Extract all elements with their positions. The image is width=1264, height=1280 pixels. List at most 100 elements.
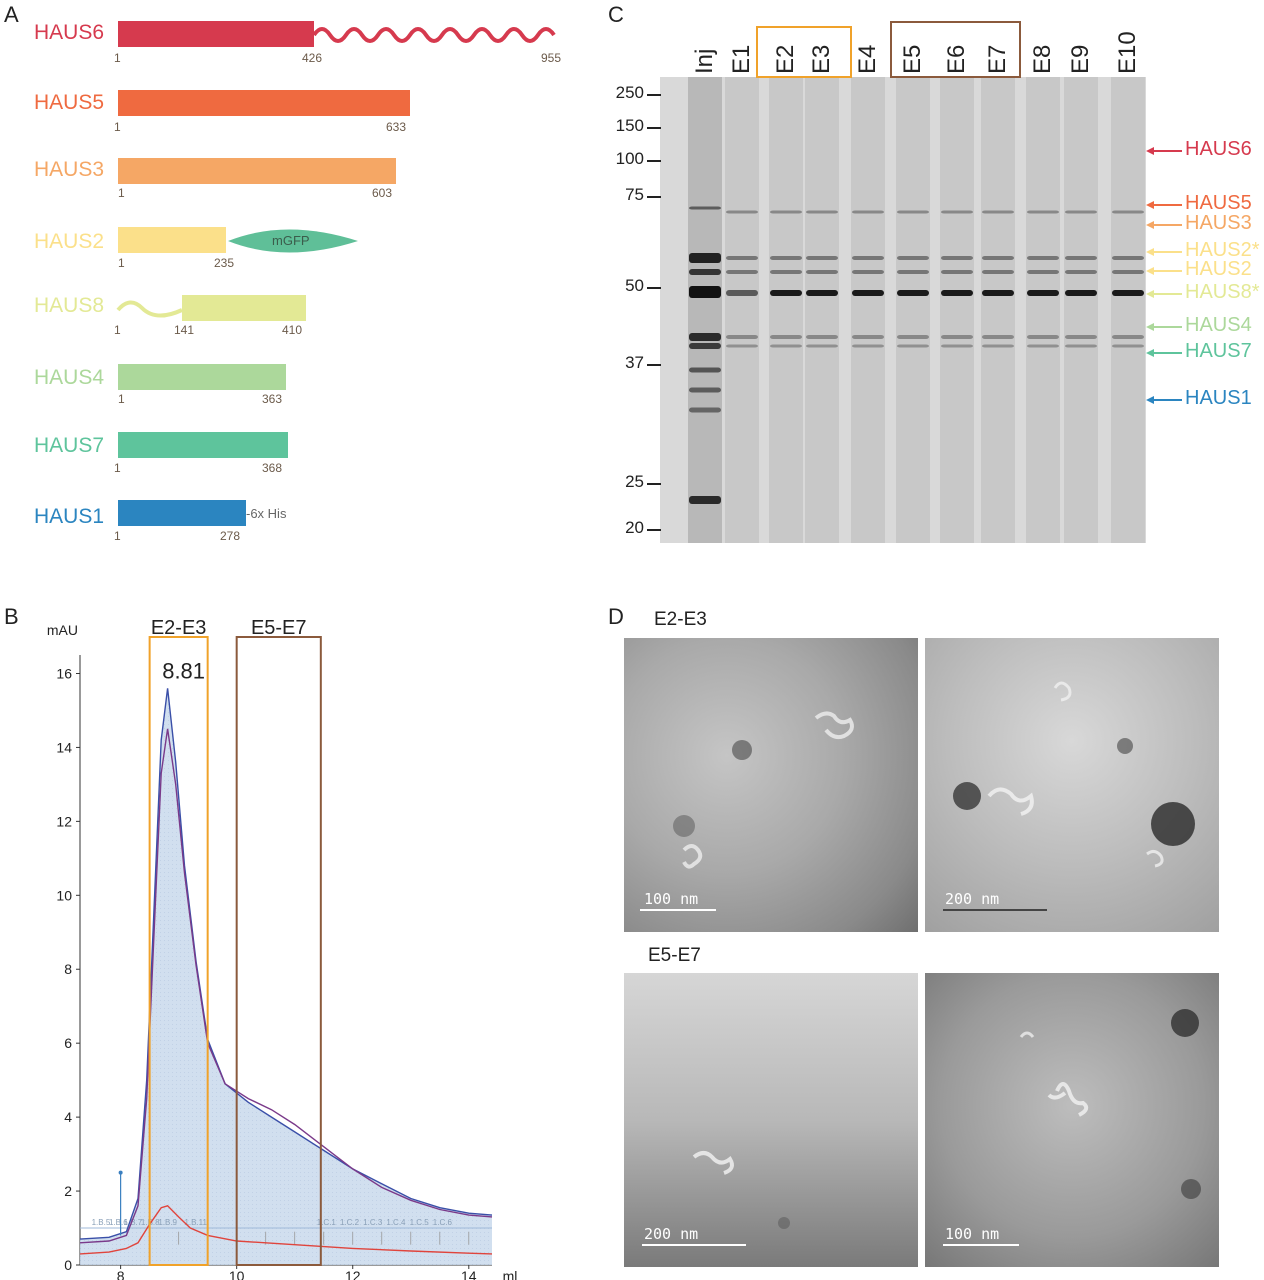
gel-band bbox=[806, 210, 838, 214]
gel-band bbox=[982, 256, 1014, 260]
lane-label-e8: E8 bbox=[1029, 44, 1056, 74]
gel-band bbox=[897, 270, 929, 274]
em-image-top-right: 200 nm bbox=[925, 638, 1219, 932]
gel-band bbox=[689, 269, 721, 275]
gel-band bbox=[689, 206, 721, 210]
lane-label-e10: E10 bbox=[1114, 31, 1141, 74]
mgfp-label: mGFP bbox=[272, 233, 310, 248]
y-tick-label: 16 bbox=[56, 665, 72, 681]
gel-band bbox=[1027, 210, 1059, 214]
gel-band bbox=[1112, 290, 1144, 296]
band-arrow-haus1 bbox=[1146, 393, 1182, 405]
gel-band bbox=[852, 344, 884, 348]
gel-band bbox=[982, 210, 1014, 214]
gel-band bbox=[1065, 270, 1097, 274]
em-image-bottom-right: 100 nm bbox=[925, 973, 1219, 1267]
x-axis-label: ml bbox=[503, 1268, 518, 1280]
gel-lanes bbox=[688, 77, 1145, 543]
mw-tick-20 bbox=[647, 529, 661, 531]
em-top-label: E2-E3 bbox=[654, 609, 707, 630]
region-label-e5-e7: E5-E7 bbox=[251, 617, 307, 639]
y-axis-label: mAU bbox=[47, 622, 78, 638]
haus1-start: 1 bbox=[114, 529, 121, 543]
gel-band bbox=[726, 344, 758, 348]
gel-band bbox=[770, 210, 802, 214]
mw-tick-100 bbox=[647, 160, 661, 162]
gel-band bbox=[689, 387, 721, 393]
band-label-haus6: HAUS6 bbox=[1185, 138, 1252, 160]
panel-a-label: A bbox=[4, 2, 19, 27]
band-arrow-haus2-star bbox=[1146, 245, 1182, 257]
series-line-2 bbox=[79, 1205, 493, 1255]
gel-band bbox=[1065, 335, 1097, 339]
e5-e7-lane-box bbox=[890, 21, 1021, 78]
gel-band bbox=[852, 210, 884, 214]
gel-band bbox=[689, 253, 721, 263]
gel-band bbox=[726, 256, 758, 260]
haus8-name: HAUS8 bbox=[34, 294, 105, 317]
mw-marker-100: 100 bbox=[615, 149, 644, 168]
gel-band bbox=[852, 335, 884, 339]
gel-band bbox=[1112, 344, 1144, 348]
gel-lane bbox=[1064, 77, 1098, 543]
haus6-name: HAUS6 bbox=[34, 21, 105, 44]
gel-band bbox=[852, 290, 884, 296]
gel-band bbox=[941, 210, 973, 214]
haus3-end: 603 bbox=[372, 186, 393, 200]
band-arrow-haus3 bbox=[1146, 218, 1182, 230]
region-box-e5-e7 bbox=[235, 636, 322, 1266]
gel-band bbox=[806, 256, 838, 260]
gel-band bbox=[726, 210, 758, 214]
band-label-haus7: HAUS7 bbox=[1185, 340, 1252, 362]
gel-band bbox=[1027, 344, 1059, 348]
lane-label-e1: E1 bbox=[728, 44, 755, 74]
gel-band bbox=[770, 290, 802, 296]
gel-band bbox=[897, 210, 929, 214]
gel-band bbox=[852, 256, 884, 260]
scale-bar-label-4: 100 nm bbox=[945, 1225, 1000, 1243]
gel-lane bbox=[940, 77, 974, 543]
sds-page-gel bbox=[660, 77, 1146, 543]
haus2-bar bbox=[118, 227, 226, 253]
gel-band bbox=[689, 343, 721, 349]
gel-band bbox=[1112, 210, 1144, 214]
haus7-start: 1 bbox=[114, 461, 121, 475]
gel-band bbox=[689, 333, 721, 341]
haus5-name: HAUS5 bbox=[34, 91, 105, 114]
gel-band bbox=[726, 290, 758, 296]
haus8-start: 1 bbox=[114, 323, 121, 337]
gel-band bbox=[1065, 344, 1097, 348]
his-tag-label: -6x His bbox=[246, 506, 287, 521]
gel-band bbox=[1065, 210, 1097, 214]
y-tick-label: 12 bbox=[56, 813, 72, 829]
haus8-structured-bar bbox=[182, 295, 306, 321]
gel-band bbox=[689, 367, 721, 373]
x-tick-label: 12 bbox=[345, 1268, 361, 1280]
haus7-name: HAUS7 bbox=[34, 434, 105, 457]
haus6-mid: 426 bbox=[302, 51, 323, 65]
gel-band bbox=[806, 344, 838, 348]
region-box-e2-e3 bbox=[148, 636, 209, 1266]
gel-band bbox=[726, 335, 758, 339]
haus5-bar bbox=[118, 90, 410, 116]
y-tick-label: 6 bbox=[64, 1035, 72, 1051]
panel-c-label: C bbox=[608, 2, 624, 27]
band-arrow-haus2 bbox=[1146, 264, 1182, 276]
mw-marker-150: 150 bbox=[615, 116, 644, 135]
gel-band bbox=[897, 344, 929, 348]
scale-bar-label-2: 200 nm bbox=[945, 890, 1000, 908]
gel-lane bbox=[725, 77, 759, 543]
band-label-haus8-star: HAUS8* bbox=[1185, 281, 1260, 303]
peak-area-fill bbox=[80, 688, 492, 1265]
gel-band bbox=[1065, 256, 1097, 260]
haus6-structured-bar bbox=[118, 21, 314, 47]
gel-band bbox=[770, 256, 802, 260]
haus6-start: 1 bbox=[114, 51, 121, 65]
lane-label-inj: Inj bbox=[691, 48, 718, 74]
mw-marker-25: 25 bbox=[625, 472, 644, 491]
gel-lane bbox=[896, 77, 930, 543]
haus8-end: 410 bbox=[282, 323, 303, 337]
lane-label-e9: E9 bbox=[1067, 44, 1094, 74]
mw-marker-20: 20 bbox=[625, 518, 644, 537]
